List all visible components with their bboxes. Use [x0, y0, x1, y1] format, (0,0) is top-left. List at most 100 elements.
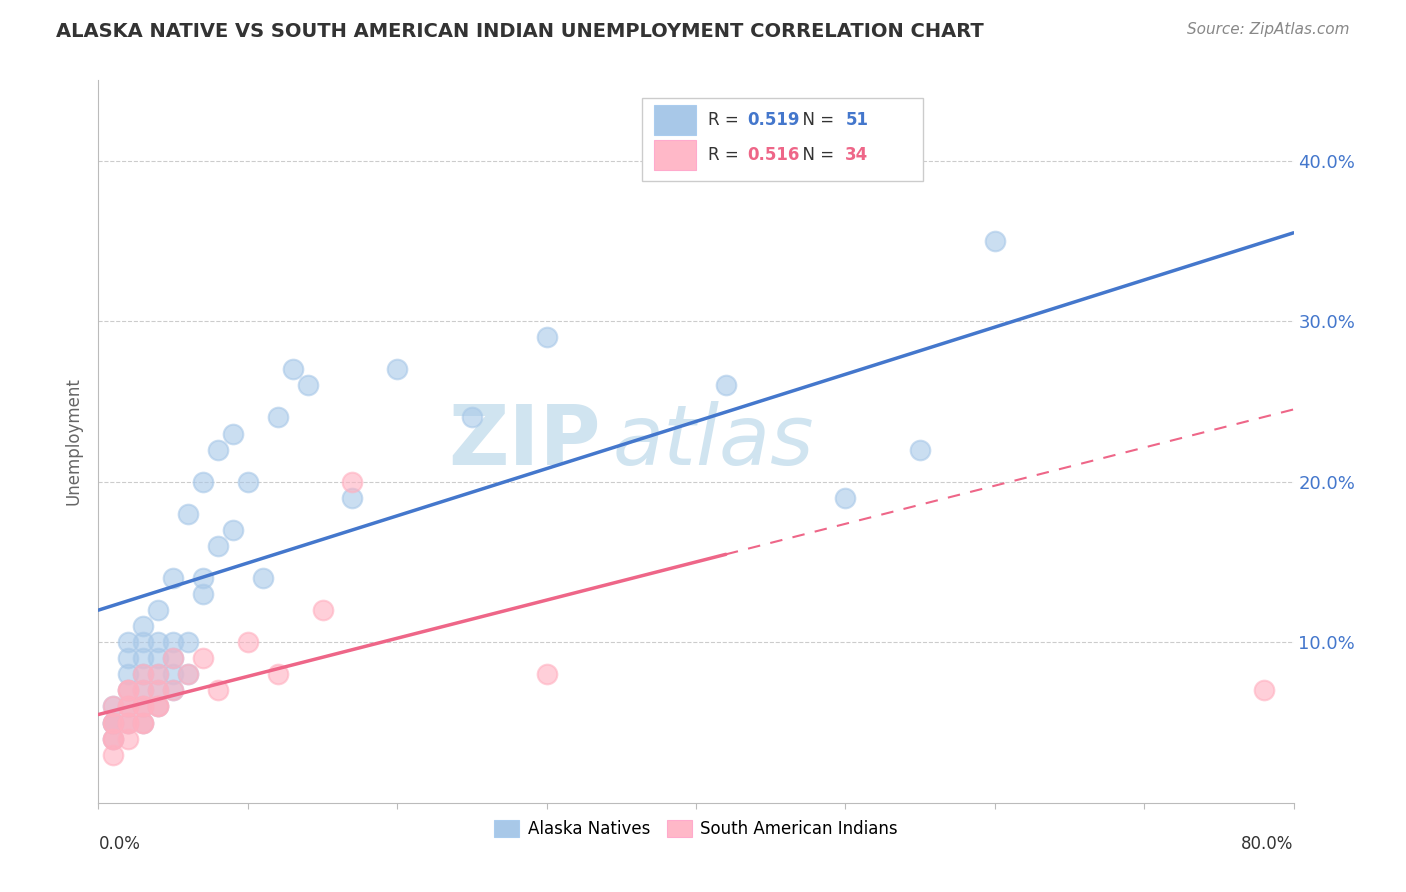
Point [148, 667, 170, 681]
Point [132, 699, 155, 714]
Text: Source: ZipAtlas.com: Source: ZipAtlas.com [1187, 22, 1350, 37]
Point [162, 683, 184, 698]
Point [267, 410, 290, 425]
Point [103, 699, 125, 714]
Text: 34: 34 [845, 145, 869, 164]
Text: N =: N = [792, 145, 839, 164]
Point [148, 667, 170, 681]
Text: ZIP: ZIP [449, 401, 600, 482]
Text: 0.519: 0.519 [748, 111, 800, 129]
Point [103, 715, 125, 730]
Point [117, 715, 139, 730]
Legend: Alaska Natives, South American Indians: Alaska Natives, South American Indians [488, 814, 904, 845]
Point [177, 635, 200, 649]
Point [1253, 683, 1275, 698]
Point [132, 699, 155, 714]
Point [117, 699, 139, 714]
Point [222, 426, 245, 441]
Point [162, 635, 184, 649]
Point [342, 491, 364, 505]
Point [132, 699, 155, 714]
Point [162, 651, 184, 665]
Point [103, 747, 125, 762]
Point [132, 715, 155, 730]
Point [132, 635, 155, 649]
Text: atlas: atlas [613, 401, 814, 482]
Point [177, 507, 200, 521]
Point [132, 667, 155, 681]
Point [461, 410, 484, 425]
Point [117, 715, 139, 730]
Point [103, 715, 125, 730]
Point [281, 362, 304, 376]
Point [207, 442, 229, 457]
Point [148, 683, 170, 698]
Point [132, 683, 155, 698]
Point [117, 683, 139, 698]
Point [191, 587, 214, 601]
Point [267, 667, 290, 681]
Text: 0.516: 0.516 [748, 145, 800, 164]
Point [103, 715, 125, 730]
Point [132, 651, 155, 665]
Point [834, 491, 856, 505]
Text: ALASKA NATIVE VS SOUTH AMERICAN INDIAN UNEMPLOYMENT CORRELATION CHART: ALASKA NATIVE VS SOUTH AMERICAN INDIAN U… [56, 22, 984, 41]
Point [117, 699, 139, 714]
Text: N =: N = [792, 111, 839, 129]
Point [148, 683, 170, 698]
Point [342, 475, 364, 489]
Point [132, 667, 155, 681]
Point [297, 378, 319, 392]
Point [148, 635, 170, 649]
Point [222, 523, 245, 537]
Bar [654, 139, 696, 169]
Point [162, 571, 184, 585]
Point [252, 571, 274, 585]
Text: R =: R = [709, 145, 744, 164]
Text: 51: 51 [845, 111, 869, 129]
Point [117, 715, 139, 730]
Point [117, 731, 139, 746]
Point [103, 715, 125, 730]
Point [148, 699, 170, 714]
Point [148, 699, 170, 714]
Point [117, 683, 139, 698]
Point [191, 475, 214, 489]
Point [236, 475, 259, 489]
Point [103, 731, 125, 746]
Point [148, 651, 170, 665]
Point [162, 683, 184, 698]
Point [117, 683, 139, 698]
Point [177, 667, 200, 681]
Point [191, 571, 214, 585]
Point [117, 635, 139, 649]
Point [191, 651, 214, 665]
Point [385, 362, 409, 376]
Point [207, 683, 229, 698]
Point [162, 651, 184, 665]
Point [536, 667, 558, 681]
Point [908, 442, 931, 457]
Point [132, 715, 155, 730]
Point [311, 603, 333, 617]
Point [132, 683, 155, 698]
Point [148, 699, 170, 714]
Text: 0.0%: 0.0% [98, 835, 141, 854]
Point [714, 378, 737, 392]
Point [117, 667, 139, 681]
Point [162, 667, 184, 681]
Point [117, 699, 139, 714]
Point [536, 330, 558, 344]
FancyBboxPatch shape [643, 98, 922, 181]
Point [103, 731, 125, 746]
Point [148, 603, 170, 617]
Point [984, 234, 1007, 248]
Text: 80.0%: 80.0% [1241, 835, 1294, 854]
Point [177, 667, 200, 681]
Point [207, 539, 229, 553]
Y-axis label: Unemployment: Unemployment [65, 377, 83, 506]
Text: R =: R = [709, 111, 744, 129]
Point [236, 635, 259, 649]
Bar [654, 105, 696, 136]
Point [103, 699, 125, 714]
